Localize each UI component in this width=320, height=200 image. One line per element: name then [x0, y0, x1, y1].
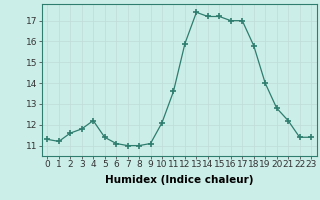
- X-axis label: Humidex (Indice chaleur): Humidex (Indice chaleur): [105, 175, 253, 185]
